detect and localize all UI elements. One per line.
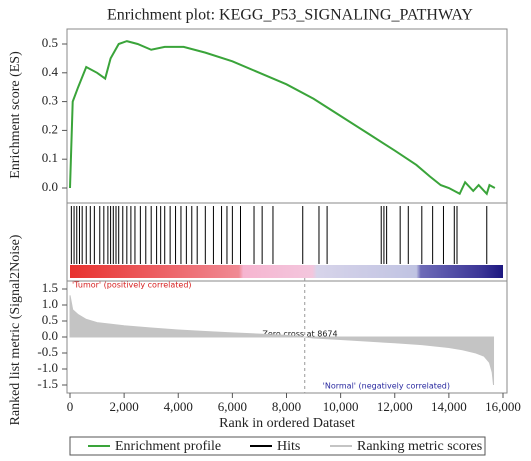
y-tick-label: 0.4 — [42, 64, 59, 79]
legend — [69, 436, 486, 456]
chart-title: Enrichment plot: KEGG_P53_SIGNALING_PATH… — [107, 7, 473, 24]
x-tick-label: 14,000 — [431, 399, 467, 414]
y2-tick-label: 1.5 — [42, 280, 58, 295]
y-tick-label: 0.2 — [42, 121, 58, 136]
x-tick-label: 10,000 — [323, 399, 359, 414]
color-bar — [70, 265, 503, 278]
x-tick-label: 4,000 — [164, 399, 193, 414]
y-tick-label: 0.0 — [42, 179, 58, 194]
y2-tick-label: -0.5 — [37, 344, 58, 359]
metric-area — [69, 295, 495, 386]
legend-label: Ranking metric scores — [357, 439, 482, 454]
y-tick-label: 0.3 — [42, 93, 58, 108]
es-line — [69, 40, 496, 196]
y-axis-label: Enrichment score (ES) — [8, 51, 23, 179]
y-tick-label: 0.5 — [42, 35, 58, 50]
y2-tick-label: 0.5 — [42, 312, 58, 327]
y2-tick-label: 1.0 — [42, 296, 58, 311]
y2-axis-label: Ranked list metric (Signal2Noise) — [8, 234, 23, 425]
x-tick-label: 2,000 — [110, 399, 139, 414]
legend-label: Enrichment profile — [115, 439, 221, 454]
x-tick-label: 8,000 — [272, 399, 301, 414]
x-tick-label: 16,000 — [485, 399, 521, 414]
y-tick-label: 0.1 — [42, 150, 58, 165]
x-tick-label: 0 — [67, 399, 74, 414]
x-axis-label: Rank in ordered Dataset — [219, 416, 355, 431]
legend-label: Hits — [277, 439, 300, 454]
annotation: Zero cross at 8674 — [262, 330, 337, 339]
y2-tick-label: 0.0 — [42, 328, 58, 343]
annotation: 'Normal' (negatively correlated) — [323, 382, 450, 391]
y2-tick-label: -1.5 — [37, 376, 58, 391]
y2-tick-label: -1.0 — [37, 360, 58, 375]
annotation: 'Tumor' (positively correlated) — [72, 281, 192, 290]
x-tick-label: 6,000 — [218, 399, 247, 414]
x-tick-label: 12,000 — [377, 399, 413, 414]
